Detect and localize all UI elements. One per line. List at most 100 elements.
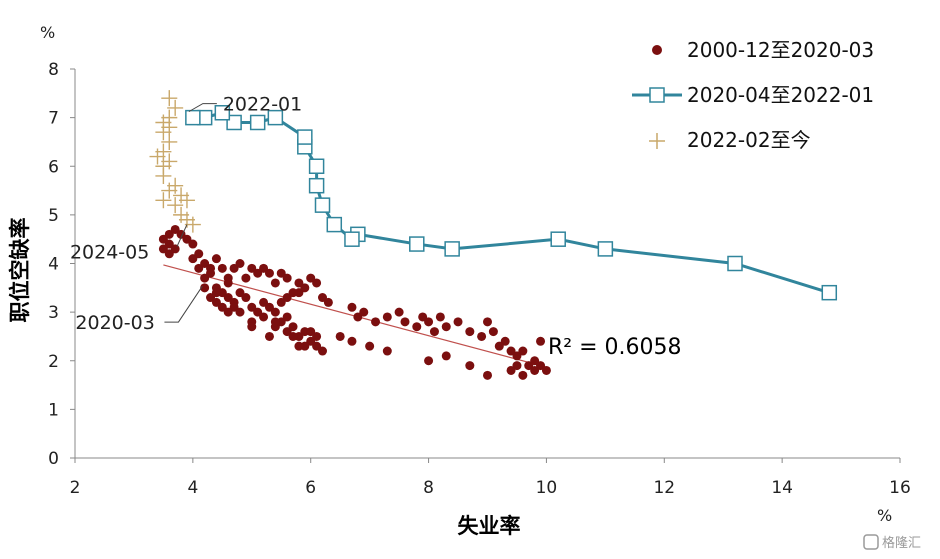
- data-point-2000-12: [429, 327, 439, 337]
- data-point-2022-02: [161, 182, 178, 199]
- watermark-logo-icon: [863, 534, 879, 550]
- data-point-2022-02: [155, 167, 172, 184]
- data-point-2000-12: [282, 273, 292, 283]
- data-point-2000-12: [465, 361, 475, 371]
- data-point-2000-12: [400, 317, 410, 327]
- series-2020-04-line: [185, 105, 838, 301]
- data-point-2020-04: [326, 216, 343, 233]
- data-point-2000-12: [211, 288, 221, 298]
- data-point-2000-12: [359, 307, 369, 317]
- legend-item-2022-02: 2022-02至今: [649, 128, 811, 152]
- data-point-2022-02: [155, 192, 172, 209]
- data-point-2000-12: [424, 356, 434, 366]
- data-point-2000-12: [335, 331, 345, 341]
- y-axis-unit: %: [40, 23, 55, 42]
- legend-marker-square: [649, 87, 665, 103]
- data-point-2000-12: [394, 307, 404, 317]
- data-point-2000-12: [371, 317, 381, 327]
- data-point-2000-12: [264, 331, 274, 341]
- legend-label-2020-04: 2020-04至2022-01: [687, 83, 874, 107]
- data-point-2020-04: [550, 231, 566, 247]
- data-point-2000-12: [424, 317, 434, 327]
- data-point-2000-12: [206, 268, 216, 278]
- legend-label-2000-12: 2000-12至2020-03: [687, 38, 874, 62]
- y-tick-label: 1: [48, 400, 59, 420]
- data-point-2020-04: [214, 105, 231, 121]
- data-point-2000-12: [211, 254, 221, 264]
- data-point-2000-12: [306, 327, 316, 337]
- annotations: 2022-01 2024-05 2020-03: [70, 94, 302, 334]
- data-point-2022-02: [184, 216, 201, 233]
- data-point-2020-04: [821, 284, 838, 301]
- data-point-2000-12: [382, 312, 392, 322]
- y-tick-label: 8: [48, 60, 59, 80]
- data-point-2000-12: [223, 307, 233, 317]
- data-point-2022-02: [161, 133, 178, 150]
- data-point-2000-12: [488, 327, 498, 337]
- data-point-2022-02: [149, 148, 166, 165]
- data-point-2020-04: [297, 129, 313, 145]
- data-point-2000-12: [318, 346, 327, 356]
- data-point-2020-04: [409, 236, 425, 252]
- y-tick-label: 0: [48, 449, 59, 469]
- data-point-2000-12: [270, 307, 280, 317]
- x-tick-label: 12: [653, 478, 675, 498]
- data-point-2000-12: [164, 249, 174, 259]
- series-2000-12-markers: [158, 224, 551, 380]
- legend: 2000-12至2020-03 2020-04至2022-01 2022-02至…: [632, 38, 874, 152]
- y-axis-title: 职位空缺率: [8, 218, 32, 323]
- data-point-2000-12: [294, 341, 304, 351]
- data-point-2000-12: [194, 249, 204, 259]
- data-point-2020-04: [727, 255, 743, 272]
- y-tick-label: 3: [48, 303, 59, 323]
- y-tick-label: 4: [48, 255, 59, 275]
- data-point-2000-12: [382, 346, 392, 356]
- data-point-2020-04: [267, 109, 284, 126]
- y-tick-label: 2: [48, 352, 59, 372]
- y-tick-label: 5: [48, 206, 59, 226]
- legend-marker-plus: [649, 133, 665, 149]
- data-point-2000-12: [235, 307, 245, 317]
- data-point-2000-12: [235, 259, 245, 268]
- data-point-2000-12: [477, 331, 487, 341]
- data-point-2000-12: [483, 370, 492, 380]
- data-point-2000-12: [347, 336, 357, 346]
- data-point-2020-04: [308, 158, 325, 174]
- data-point-2000-12: [541, 365, 551, 375]
- data-point-2000-12: [494, 341, 504, 351]
- data-point-2000-12: [506, 365, 516, 375]
- data-point-2020-04: [314, 197, 331, 213]
- x-axis-title: 失业率: [458, 514, 521, 538]
- x-tick-label: 4: [187, 478, 198, 498]
- data-point-2000-12: [259, 312, 269, 322]
- data-point-2020-04: [308, 177, 325, 194]
- x-tick-label: 2: [70, 478, 81, 498]
- data-point-2022-02: [167, 197, 184, 214]
- data-point-2000-12: [441, 322, 451, 332]
- legend-item-2020-04: 2020-04至2022-01: [632, 83, 874, 107]
- data-point-2000-12: [259, 263, 269, 273]
- watermark: 格隆汇: [863, 534, 921, 551]
- data-point-2000-12: [259, 297, 269, 307]
- watermark-text: 格隆汇: [882, 535, 921, 551]
- annotation-2020-03: 2020-03: [75, 312, 154, 334]
- data-point-2000-12: [194, 263, 204, 273]
- x-tick-label: 6: [305, 478, 316, 498]
- data-point-2000-12: [270, 317, 280, 327]
- data-point-2022-02: [167, 99, 184, 116]
- data-point-2000-12: [365, 341, 375, 351]
- legend-label-2022-02: 2022-02至今: [687, 128, 811, 152]
- series-2022-02-markers: [149, 90, 201, 233]
- data-point-2000-12: [241, 273, 251, 283]
- annotation-2022-01: 2022-01: [223, 94, 302, 116]
- data-point-2000-12: [483, 317, 492, 327]
- data-point-2022-02: [161, 90, 178, 107]
- data-point-2022-02: [155, 124, 172, 141]
- data-point-2000-12: [453, 317, 463, 327]
- x-tick-label: 14: [771, 478, 793, 498]
- data-point-2020-04: [344, 231, 360, 247]
- annotation-leader-2022-01: [188, 103, 217, 113]
- data-point-2000-12: [300, 283, 310, 293]
- data-point-2000-12: [536, 336, 546, 346]
